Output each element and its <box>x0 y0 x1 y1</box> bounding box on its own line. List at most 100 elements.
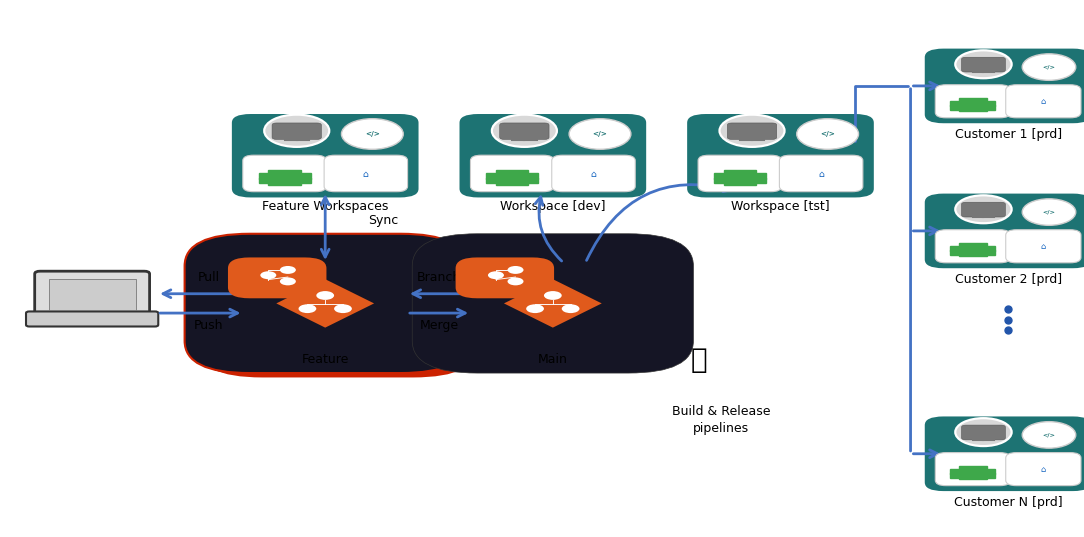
FancyBboxPatch shape <box>500 123 550 140</box>
FancyBboxPatch shape <box>184 234 466 373</box>
Text: ⌂: ⌂ <box>1041 98 1046 106</box>
FancyBboxPatch shape <box>733 124 775 137</box>
FancyBboxPatch shape <box>951 105 995 110</box>
Text: ⌂: ⌂ <box>1041 466 1046 474</box>
FancyBboxPatch shape <box>258 173 310 179</box>
Circle shape <box>1022 54 1075 81</box>
Text: Feature: Feature <box>301 353 349 366</box>
FancyBboxPatch shape <box>496 170 529 185</box>
FancyBboxPatch shape <box>486 178 538 183</box>
FancyBboxPatch shape <box>698 155 782 192</box>
FancyBboxPatch shape <box>935 230 1010 263</box>
FancyBboxPatch shape <box>228 257 326 298</box>
Circle shape <box>562 304 580 313</box>
Circle shape <box>1022 199 1075 226</box>
FancyBboxPatch shape <box>197 238 478 378</box>
FancyBboxPatch shape <box>35 271 150 317</box>
Circle shape <box>526 304 544 313</box>
Text: Main: Main <box>538 353 568 366</box>
FancyBboxPatch shape <box>935 453 1010 485</box>
FancyBboxPatch shape <box>272 123 321 140</box>
FancyBboxPatch shape <box>258 178 310 183</box>
Circle shape <box>955 418 1011 446</box>
Text: ⌂: ⌂ <box>363 170 369 179</box>
Circle shape <box>955 195 1011 223</box>
FancyBboxPatch shape <box>470 155 554 192</box>
FancyBboxPatch shape <box>324 155 408 192</box>
Text: Customer 2 [prd]: Customer 2 [prd] <box>955 273 1061 286</box>
Text: </>: </> <box>365 131 379 137</box>
FancyBboxPatch shape <box>1006 230 1081 263</box>
FancyBboxPatch shape <box>962 202 1006 217</box>
FancyBboxPatch shape <box>278 124 321 137</box>
Circle shape <box>507 266 524 274</box>
FancyBboxPatch shape <box>951 469 995 474</box>
Text: Branch: Branch <box>417 271 461 284</box>
Circle shape <box>334 304 352 313</box>
FancyBboxPatch shape <box>966 203 1004 215</box>
FancyBboxPatch shape <box>459 113 647 199</box>
Circle shape <box>1022 422 1075 448</box>
Text: </>: </> <box>1043 64 1056 70</box>
Circle shape <box>955 50 1011 78</box>
FancyBboxPatch shape <box>412 234 694 373</box>
Text: Workspace [tst]: Workspace [tst] <box>732 200 829 213</box>
FancyBboxPatch shape <box>951 246 995 251</box>
Text: 🚀: 🚀 <box>691 346 708 374</box>
FancyBboxPatch shape <box>966 58 1004 70</box>
FancyBboxPatch shape <box>191 236 472 375</box>
FancyBboxPatch shape <box>959 243 988 256</box>
FancyBboxPatch shape <box>951 473 995 477</box>
Text: </>: </> <box>593 131 607 137</box>
FancyBboxPatch shape <box>951 101 995 106</box>
Text: Build & Release
pipelines: Build & Release pipelines <box>672 405 770 436</box>
Circle shape <box>492 115 557 147</box>
FancyBboxPatch shape <box>959 466 988 479</box>
Text: Feature Workspaces: Feature Workspaces <box>262 200 388 213</box>
FancyBboxPatch shape <box>455 257 554 298</box>
FancyBboxPatch shape <box>243 155 326 192</box>
FancyBboxPatch shape <box>686 113 875 199</box>
FancyBboxPatch shape <box>959 98 988 111</box>
FancyBboxPatch shape <box>1006 85 1081 118</box>
Circle shape <box>797 119 859 149</box>
Circle shape <box>317 291 334 300</box>
Circle shape <box>264 115 330 147</box>
Circle shape <box>507 278 524 285</box>
FancyBboxPatch shape <box>713 178 765 183</box>
FancyBboxPatch shape <box>713 173 765 179</box>
FancyBboxPatch shape <box>924 48 1084 124</box>
FancyBboxPatch shape <box>26 311 158 326</box>
Text: Workspace [dev]: Workspace [dev] <box>500 200 606 213</box>
FancyBboxPatch shape <box>935 85 1010 118</box>
Text: </>: </> <box>821 131 835 137</box>
FancyBboxPatch shape <box>924 416 1084 492</box>
Text: Customer 1 [prd]: Customer 1 [prd] <box>955 128 1061 141</box>
Text: Customer N [prd]: Customer N [prd] <box>954 496 1062 509</box>
Text: Pull: Pull <box>197 271 220 284</box>
FancyBboxPatch shape <box>779 155 863 192</box>
FancyBboxPatch shape <box>231 113 420 199</box>
Circle shape <box>488 271 504 279</box>
Circle shape <box>341 119 403 149</box>
FancyBboxPatch shape <box>966 426 1004 438</box>
Circle shape <box>280 266 296 274</box>
FancyBboxPatch shape <box>1006 453 1081 485</box>
Text: </>: </> <box>1043 432 1056 438</box>
Text: Merge: Merge <box>420 319 459 332</box>
Text: ⌂: ⌂ <box>818 170 824 179</box>
Text: ⌂: ⌂ <box>1041 243 1046 251</box>
Circle shape <box>260 271 276 279</box>
FancyBboxPatch shape <box>49 279 136 310</box>
FancyBboxPatch shape <box>269 170 300 185</box>
FancyBboxPatch shape <box>552 155 635 192</box>
FancyBboxPatch shape <box>962 425 1006 440</box>
FancyBboxPatch shape <box>951 250 995 255</box>
Text: ⌂: ⌂ <box>591 170 596 179</box>
Circle shape <box>720 115 785 147</box>
FancyBboxPatch shape <box>505 124 547 137</box>
Circle shape <box>544 291 562 300</box>
Text: Push: Push <box>194 319 223 332</box>
FancyBboxPatch shape <box>962 57 1006 72</box>
Polygon shape <box>276 279 374 328</box>
